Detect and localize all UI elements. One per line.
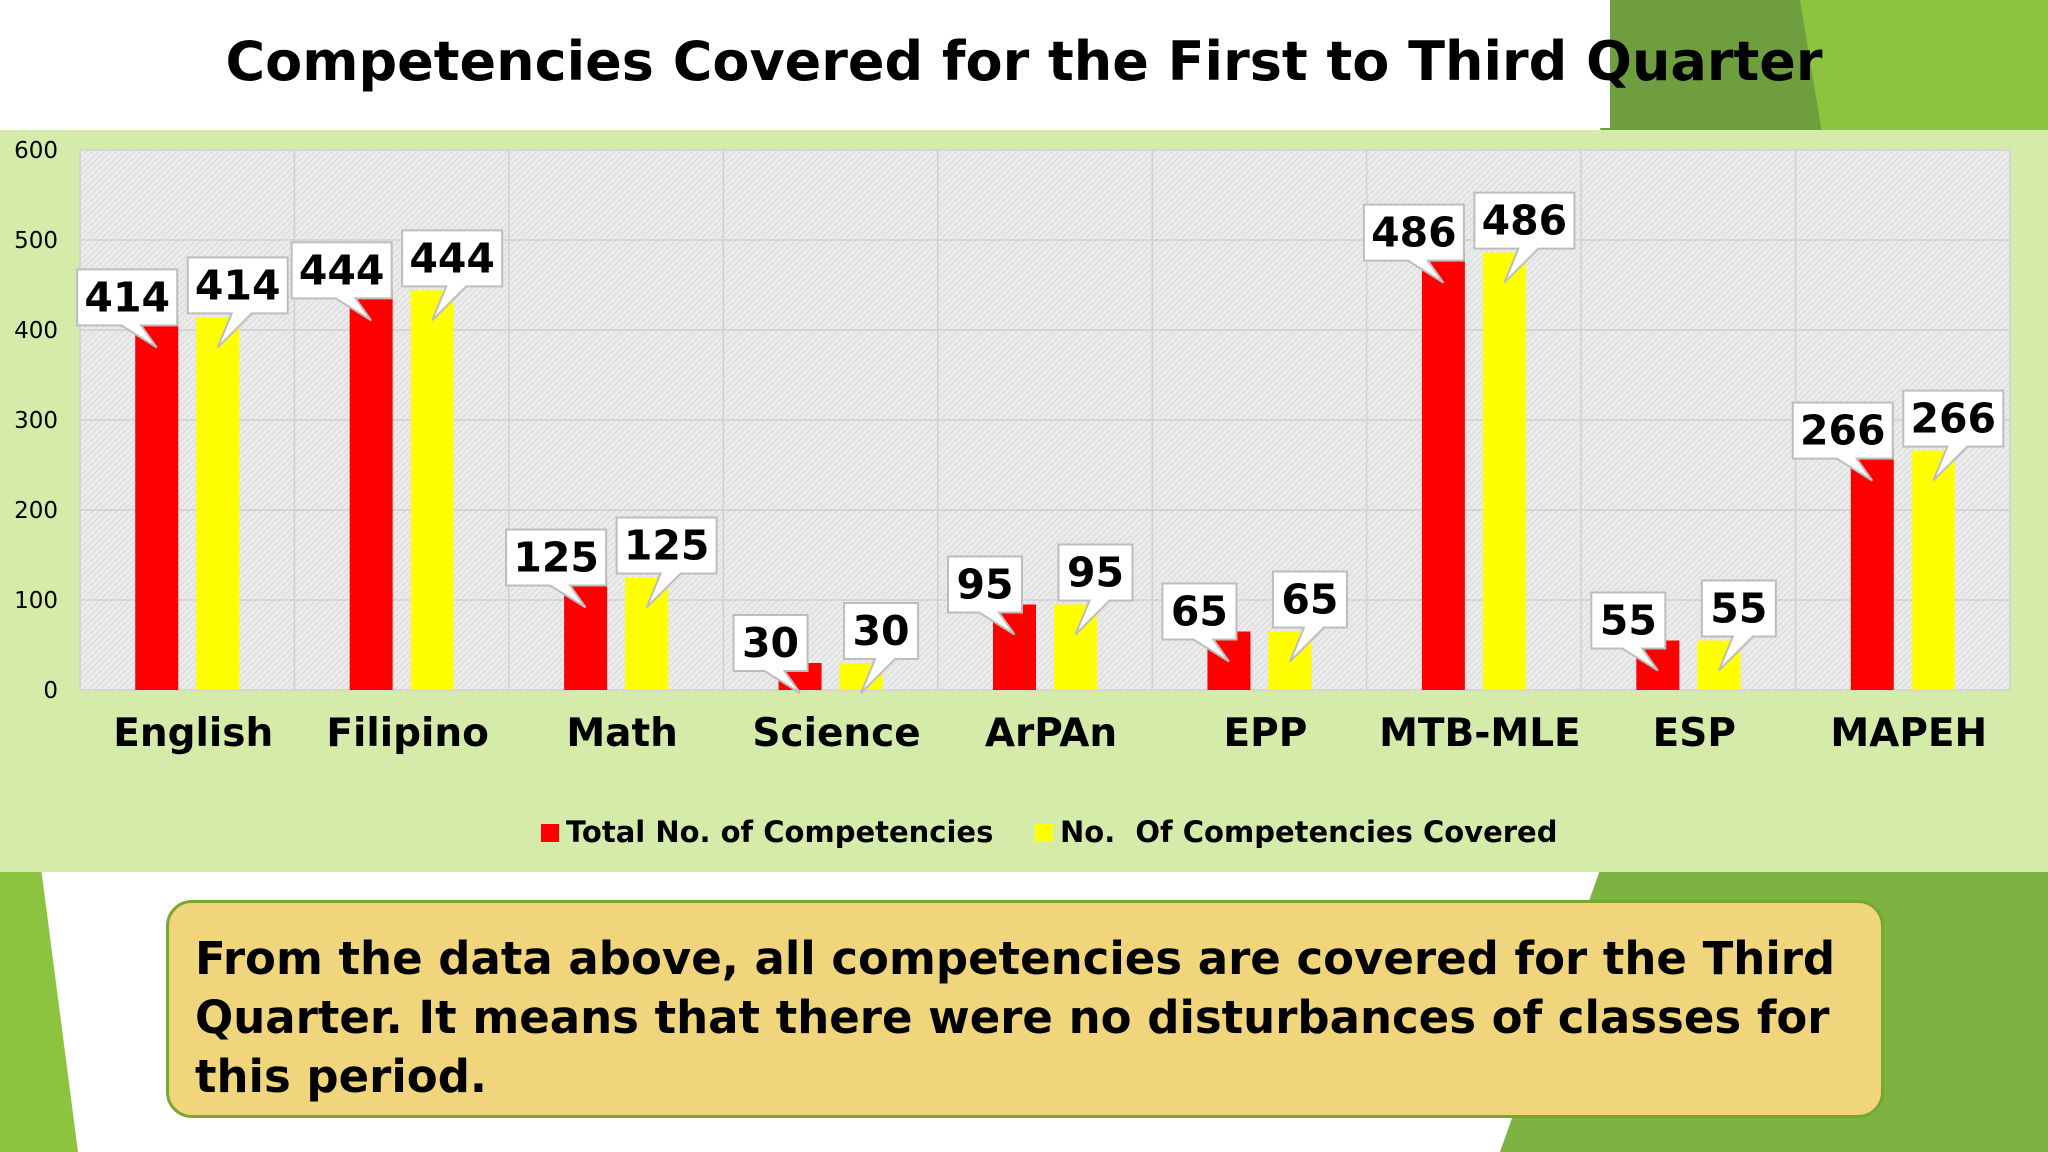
- data-label-esp-covered: 55: [1700, 579, 1777, 672]
- data-label-epp-covered-text: 65: [1281, 576, 1338, 624]
- bar-mapeh-covered: [1911, 450, 1955, 690]
- data-label-epp-covered: 65: [1271, 570, 1348, 663]
- data-label-filipino-total-text: 444: [299, 246, 385, 294]
- data-label-arpan-covered-bubble: [1057, 543, 1134, 636]
- bar-mapeh-total: [1850, 450, 1894, 690]
- x-axis: English Filipino Math Science ArPAn EPP MTB-ML…: [113, 711, 1987, 756]
- data-label-arpan-covered-text: 95: [1067, 549, 1124, 597]
- data-label-filipino-covered: 444: [401, 229, 504, 322]
- data-label-filipino-total-bubble: [290, 241, 393, 322]
- data-label-esp-total-text: 55: [1600, 597, 1657, 645]
- category-label-math: Math: [566, 711, 678, 756]
- page-title: Competencies Covered for the First to Th…: [225, 30, 1823, 93]
- y-tick-label-0: 0: [43, 678, 58, 704]
- data-label-mtb-mle-total: 486: [1362, 203, 1465, 284]
- bar-english-total: [135, 317, 179, 690]
- data-label-epp-total-text: 65: [1171, 588, 1228, 636]
- category-label-esp: ESP: [1653, 711, 1736, 756]
- data-label-mapeh-total-bubble: [1791, 401, 1894, 482]
- data-label-mtb-mle-covered: 486: [1473, 191, 1576, 284]
- data-label-english-covered-text: 414: [195, 261, 281, 309]
- title-band: [0, 0, 1610, 128]
- data-label-math-covered-text: 125: [624, 522, 710, 570]
- data-label-arpan-covered: 95: [1057, 543, 1134, 636]
- data-label-arpan-total-text: 95: [956, 561, 1013, 609]
- data-label-english-total: 414: [76, 268, 179, 349]
- bar-math-covered: [625, 577, 669, 690]
- data-label-math-covered: 125: [615, 516, 718, 609]
- y-tick-label-300: 300: [14, 408, 58, 434]
- category-label-epp: EPP: [1224, 711, 1308, 756]
- y-tick-label-600: 600: [14, 138, 58, 164]
- bar-chart: 0 100 200 300 400 500 600 414 414 444 444 125 125 30…: [0, 130, 2048, 872]
- data-label-science-covered-bubble: [843, 602, 920, 694]
- data-label-math-total-text: 125: [513, 534, 599, 582]
- data-label-english-covered-bubble: [186, 256, 289, 349]
- category-label-science: Science: [752, 711, 920, 756]
- data-label-filipino-covered-bubble: [401, 229, 504, 322]
- y-tick-label-200: 200: [14, 498, 58, 524]
- data-label-science-total-text: 30: [742, 619, 799, 667]
- data-label-esp-covered-bubble: [1700, 579, 1777, 672]
- y-axis: 0 100 200 300 400 500 600: [14, 138, 58, 704]
- data-label-science-covered-text: 30: [853, 607, 910, 655]
- data-label-filipino-covered-text: 444: [409, 234, 495, 282]
- data-label-mtb-mle-total-bubble: [1362, 203, 1465, 284]
- data-label-math-covered-bubble: [615, 516, 718, 609]
- legend-label-1: No. Of Competencies Covered: [1060, 815, 1557, 849]
- deco-shape-bottom-left: [0, 860, 78, 1152]
- data-label-mapeh-covered-bubble: [1902, 389, 2005, 482]
- data-label-english-total-text: 414: [84, 273, 170, 321]
- data-labels: 414 414 444 444 125 125 30 30 95 95 65 65 486 486 55 55…: [76, 191, 2005, 694]
- data-label-mtb-mle-covered-text: 486: [1482, 197, 1568, 245]
- data-label-mapeh-covered-text: 266: [1910, 395, 1996, 443]
- bar-filipino-covered: [410, 290, 454, 690]
- gridlines: [79, 149, 2011, 691]
- data-label-english-total-bubble: [76, 268, 179, 349]
- data-label-esp-total-bubble: [1590, 591, 1667, 672]
- data-label-epp-covered-bubble: [1271, 570, 1348, 663]
- legend-label-0: Total No. of Competencies: [566, 815, 993, 849]
- bar-english-covered: [196, 317, 240, 690]
- data-label-esp-total: 55: [1590, 591, 1667, 672]
- category-label-filipino: Filipino: [326, 711, 489, 756]
- data-label-science-total-bubble: [732, 614, 809, 694]
- y-tick-label-100: 100: [14, 588, 58, 614]
- data-label-mapeh-covered: 266: [1902, 389, 2005, 482]
- y-tick-label-400: 400: [14, 318, 58, 344]
- category-label-arpan: ArPAn: [985, 711, 1117, 756]
- data-label-epp-total-bubble: [1161, 582, 1238, 663]
- data-label-filipino-total: 444: [290, 241, 393, 322]
- data-label-arpan-total: 95: [947, 555, 1023, 636]
- legend: Total No. of Competencies No. Of Competen…: [541, 815, 1557, 849]
- data-label-mapeh-total: 266: [1791, 401, 1894, 482]
- data-label-epp-total: 65: [1161, 582, 1238, 663]
- data-label-science-total: 30: [732, 614, 809, 694]
- summary-note: From the data above, all competencies ar…: [166, 900, 1884, 1118]
- data-label-mapeh-total-text: 266: [1800, 407, 1886, 455]
- bar-mtb-mle-total: [1421, 252, 1465, 690]
- data-label-english-covered: 414: [186, 256, 289, 349]
- data-label-mtb-mle-covered-bubble: [1473, 191, 1576, 284]
- category-label-mapeh: MAPEH: [1830, 711, 1987, 756]
- bar-filipino-total: [349, 290, 393, 690]
- bar-mtb-mle-covered: [1482, 252, 1526, 690]
- category-label-english: English: [113, 711, 273, 756]
- data-label-math-total: 125: [505, 528, 608, 609]
- data-label-esp-covered-text: 55: [1710, 585, 1767, 633]
- legend-swatch-1: [1035, 824, 1053, 842]
- legend-swatch-0: [541, 824, 559, 842]
- data-label-science-covered: 30: [843, 602, 920, 694]
- y-tick-label-500: 500: [14, 228, 58, 254]
- data-label-math-total-bubble: [505, 528, 608, 609]
- category-label-mtb-mle: MTB-MLE: [1379, 711, 1581, 756]
- data-label-mtb-mle-total-text: 486: [1371, 209, 1457, 257]
- data-label-arpan-total-bubble: [947, 555, 1023, 636]
